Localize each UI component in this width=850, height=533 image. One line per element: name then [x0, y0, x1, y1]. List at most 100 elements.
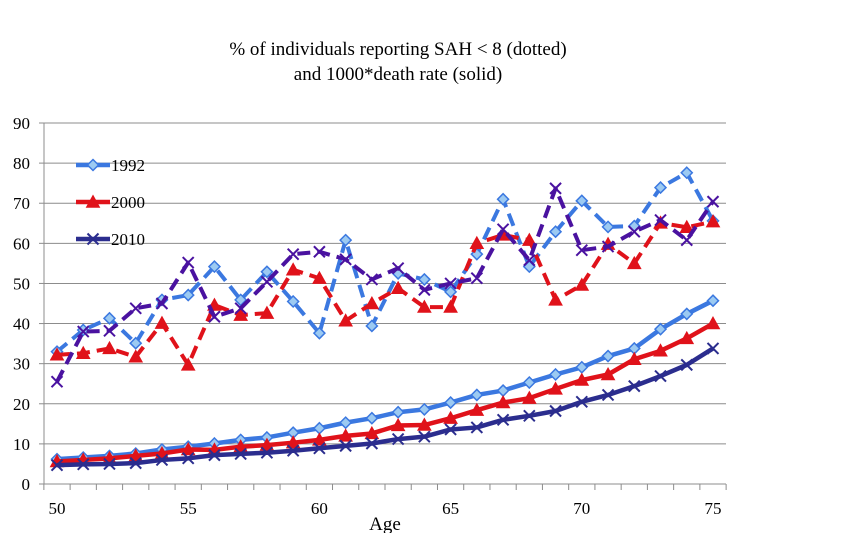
point-2000-solid — [653, 343, 668, 357]
point-2010-solid — [523, 409, 536, 423]
point-1992-solid — [680, 307, 694, 321]
point-2000-dotted — [154, 315, 170, 329]
point-2010-dotted — [706, 195, 720, 208]
point-2010-dotted — [470, 272, 484, 285]
point-2000-dotted — [285, 262, 301, 276]
legend: 1992 2000 2010 — [76, 156, 145, 249]
marker-stroke — [129, 302, 142, 315]
marker-stroke — [339, 439, 352, 453]
point-2010-dotted — [391, 261, 405, 275]
point-2000-dotted — [364, 295, 380, 310]
marker-stroke — [444, 423, 457, 436]
marker-stroke — [496, 223, 510, 236]
point-2000-solid — [364, 425, 380, 440]
point-2010-dotted — [654, 213, 667, 227]
marker-stroke — [654, 369, 667, 383]
point-2000-dotted — [390, 280, 406, 294]
point-2010-dotted — [365, 273, 379, 286]
marker-stroke — [706, 195, 720, 208]
marker-stroke — [77, 325, 90, 338]
point-1992-solid — [339, 416, 353, 430]
point-1992-dotted — [286, 294, 300, 309]
x-tick-label: 75 — [705, 499, 722, 518]
point-2000-solid — [259, 437, 275, 451]
point-2010-solid — [418, 430, 431, 443]
point-1992-dotted — [339, 233, 353, 247]
point-2000-dotted — [443, 299, 458, 313]
point-2010-dotted — [444, 277, 457, 290]
point-2010-dotted — [260, 275, 274, 289]
point-2000-dotted — [521, 232, 537, 246]
marker-stroke — [418, 283, 431, 297]
point-1992-dotted — [548, 225, 563, 239]
legend-item-1992: 1992 — [76, 156, 145, 175]
point-2010-dotted — [286, 247, 300, 261]
marker-stroke — [339, 253, 352, 266]
y-tick-label: 40 — [13, 315, 30, 334]
series-2000-dotted — [49, 214, 721, 371]
point-2010-solid — [496, 413, 510, 427]
point-2000-dotted — [548, 292, 563, 306]
point-1992-solid — [601, 349, 615, 363]
point-2010-dotted — [234, 302, 247, 315]
marker-stroke — [470, 421, 484, 434]
point-2000-solid — [626, 351, 642, 365]
series-1992-dotted — [50, 166, 720, 359]
x-axis-label: Age — [369, 514, 401, 533]
point-2010-solid — [77, 458, 90, 471]
point-1992-solid — [312, 421, 326, 435]
point-2000-dotted — [338, 313, 353, 327]
point-2010-dotted — [418, 283, 431, 297]
point-2010-solid — [365, 437, 379, 450]
point-2000-solid — [521, 390, 537, 404]
point-2000-dotted — [679, 219, 695, 233]
marker-stroke — [234, 302, 247, 315]
legend-label: 2000 — [111, 193, 145, 212]
marker-stroke — [523, 409, 536, 423]
plot-area — [49, 166, 721, 472]
marker-stroke — [628, 225, 641, 238]
point-2000-dotted — [75, 345, 91, 359]
marker-stroke — [549, 182, 562, 195]
point-1992-dotted — [417, 272, 431, 286]
x-tick-label: 70 — [573, 499, 590, 518]
point-2010-solid — [391, 432, 405, 446]
marker-stroke — [286, 444, 300, 457]
point-2000-dotted — [626, 255, 642, 270]
chart-title-line-1: % of individuals reporting SAH < 8 (dott… — [229, 39, 566, 60]
marker-stroke — [680, 233, 693, 247]
y-tick-label: 0 — [22, 475, 31, 494]
line-2010-solid — [56, 346, 715, 468]
point-2010-solid — [601, 388, 615, 402]
line-1992-dotted — [55, 170, 715, 354]
point-2000-solid — [180, 441, 196, 456]
point-1992-dotted — [444, 285, 458, 299]
point-2010-dotted — [523, 253, 536, 267]
y-tick-label: 60 — [13, 234, 30, 253]
point-2000-solid — [548, 381, 563, 395]
y-tick-label: 20 — [13, 395, 30, 414]
point-1992-solid — [470, 388, 484, 402]
point-2010-dotted — [208, 310, 221, 323]
point-1992-solid — [706, 294, 720, 308]
marker-stroke — [575, 243, 589, 257]
marker-stroke — [575, 395, 589, 408]
line-2000-dotted — [56, 219, 714, 367]
point-2010-dotted — [549, 182, 562, 195]
point-2000-dotted — [574, 277, 590, 291]
point-2000-dotted — [259, 305, 275, 319]
marker-stroke — [549, 404, 562, 418]
point-2010-solid — [103, 457, 116, 471]
point-2010-dotted — [77, 325, 90, 338]
point-2010-solid — [575, 395, 589, 408]
x-axis-ticks: 50 55 60 65 70 75 — [43, 484, 727, 518]
marker-stroke — [181, 256, 195, 269]
point-2000-dotted — [128, 349, 144, 363]
point-2010-solid — [628, 379, 641, 393]
point-2010-dotted — [181, 256, 195, 269]
point-2010-dotted — [50, 375, 64, 388]
marker-stroke — [50, 375, 64, 388]
point-2000-dotted — [469, 235, 485, 250]
point-2010-solid — [208, 448, 221, 462]
point-2010-dotted — [103, 324, 116, 337]
